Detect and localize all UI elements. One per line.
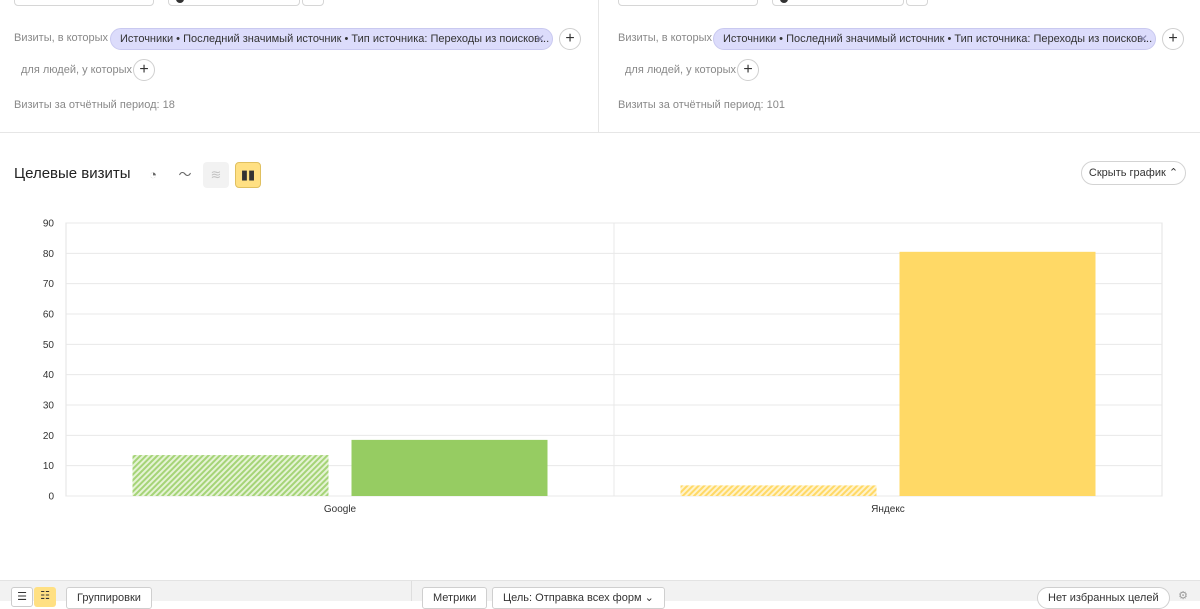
y-tick-label: 90	[43, 219, 55, 230]
add-people-condition-button[interactable]: +	[737, 59, 759, 81]
hide-chart-button[interactable]: Скрыть график ⌃	[1081, 161, 1186, 185]
bar-chart: 0 10 20 30 40 50 60 70 80 90 Google Яндекс	[43, 219, 1163, 515]
segment-dot-icon	[780, 0, 788, 3]
segment-select[interactable]	[168, 0, 300, 6]
x-tick-label: Google	[324, 504, 357, 515]
y-tick-label: 40	[43, 370, 55, 381]
remove-filter-icon[interactable]: ✕	[534, 32, 545, 46]
segments-divider	[0, 132, 1200, 133]
y-tick-label: 70	[43, 279, 55, 290]
hide-chart-label: Скрыть график	[1088, 167, 1166, 179]
line-chart-icon[interactable]: 〜	[178, 167, 192, 182]
pie-chart-icon[interactable]: ◔	[149, 167, 157, 182]
add-visit-condition-button[interactable]: +	[559, 28, 581, 50]
bar	[132, 455, 329, 496]
x-tick-label: Яндекс	[871, 504, 905, 515]
segment-dot-icon	[176, 0, 184, 3]
filter-chip-label: Источники • Последний значимый источник …	[120, 33, 550, 45]
y-tick-label: 10	[43, 461, 55, 472]
segment-panel-1: Визиты, в которых Источники • Последний …	[0, 0, 599, 132]
stacked-chart-icon: ≋	[203, 162, 229, 188]
people-condition-label: для людей, у которых	[21, 64, 132, 76]
date-range-field[interactable]	[14, 0, 154, 6]
add-visit-condition-button[interactable]: +	[1162, 28, 1184, 50]
y-tick-label: 60	[43, 310, 55, 321]
filter-chip[interactable]: Источники • Последний значимый источник …	[110, 28, 553, 50]
y-tick-label: 20	[43, 431, 55, 442]
goal-select[interactable]: Цель: Отправка всех форм ⌄	[492, 587, 665, 609]
list-view-icon[interactable]: ☰	[11, 587, 33, 607]
segment-close-button[interactable]	[302, 0, 324, 6]
people-condition-label: для людей, у которых	[625, 64, 736, 76]
gear-icon[interactable]: ⚙	[1178, 590, 1188, 602]
groupings-button[interactable]: Группировки	[66, 587, 152, 609]
chevron-up-icon: ⌃	[1168, 167, 1179, 179]
chevron-down-icon: ⌄	[644, 592, 654, 604]
visits-condition-label: Визиты, в которых	[14, 32, 108, 44]
bar	[899, 251, 1096, 496]
segment-close-button[interactable]	[906, 0, 928, 6]
toolbar-divider	[411, 581, 412, 601]
bar	[680, 485, 877, 496]
metrics-button[interactable]: Метрики	[422, 587, 488, 609]
period-visits-text: Визиты за отчётный период: 18	[14, 99, 175, 111]
date-range-field[interactable]	[618, 0, 758, 6]
y-tick-label: 50	[43, 340, 55, 351]
goal-select-label: Цель: Отправка всех форм	[503, 592, 642, 604]
favorite-goals-button[interactable]: Нет избранных целей	[1037, 587, 1170, 609]
period-visits-text: Визиты за отчётный период: 101	[618, 99, 785, 111]
y-tick-label: 80	[43, 249, 55, 260]
segment-select[interactable]	[772, 0, 904, 6]
y-tick-label: 0	[48, 492, 54, 503]
chart-title: Целевые визиты	[14, 165, 131, 182]
tree-view-icon[interactable]: ☷	[34, 587, 56, 607]
add-people-condition-button[interactable]: +	[133, 59, 155, 81]
bar-chart-icon[interactable]: ▮▮	[235, 162, 261, 188]
visits-condition-label: Визиты, в которых	[618, 32, 712, 44]
bar	[351, 439, 548, 496]
report-toolbar: ☰ ☷ Группировки Метрики Цель: Отправка в…	[0, 580, 1200, 609]
segment-panel-2: Визиты, в которых Источники • Последний …	[599, 0, 1200, 132]
y-tick-label: 30	[43, 401, 55, 412]
remove-filter-icon[interactable]: ✕	[1137, 32, 1148, 46]
filter-chip-label: Источники • Последний значимый источник …	[723, 33, 1153, 45]
filter-chip[interactable]: Источники • Последний значимый источник …	[713, 28, 1156, 50]
